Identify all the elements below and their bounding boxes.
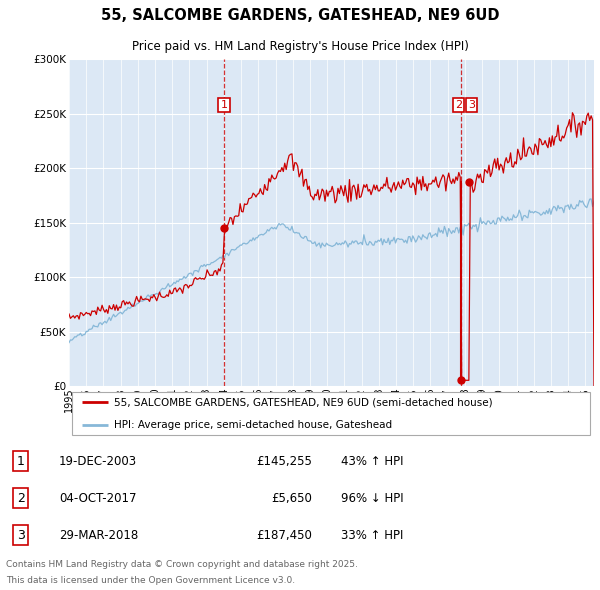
Text: 33% ↑ HPI: 33% ↑ HPI [341, 529, 404, 542]
Text: 29-MAR-2018: 29-MAR-2018 [59, 529, 138, 542]
Text: Price paid vs. HM Land Registry's House Price Index (HPI): Price paid vs. HM Land Registry's House … [131, 40, 469, 53]
Text: 96% ↓ HPI: 96% ↓ HPI [341, 491, 404, 505]
Text: £145,255: £145,255 [256, 455, 312, 468]
Text: £187,450: £187,450 [256, 529, 312, 542]
Text: 2: 2 [17, 491, 25, 505]
Text: 1: 1 [220, 100, 227, 110]
Text: Contains HM Land Registry data © Crown copyright and database right 2025.: Contains HM Land Registry data © Crown c… [6, 560, 358, 569]
Text: 3: 3 [468, 100, 475, 110]
Text: 19-DEC-2003: 19-DEC-2003 [59, 455, 137, 468]
Text: 04-OCT-2017: 04-OCT-2017 [59, 491, 136, 505]
Text: 55, SALCOMBE GARDENS, GATESHEAD, NE9 6UD: 55, SALCOMBE GARDENS, GATESHEAD, NE9 6UD [101, 8, 499, 24]
Text: This data is licensed under the Open Government Licence v3.0.: This data is licensed under the Open Gov… [6, 576, 295, 585]
FancyBboxPatch shape [71, 392, 590, 435]
Text: 3: 3 [17, 529, 25, 542]
Text: 43% ↑ HPI: 43% ↑ HPI [341, 455, 404, 468]
Text: 55, SALCOMBE GARDENS, GATESHEAD, NE9 6UD (semi-detached house): 55, SALCOMBE GARDENS, GATESHEAD, NE9 6UD… [113, 398, 492, 408]
Text: HPI: Average price, semi-detached house, Gateshead: HPI: Average price, semi-detached house,… [113, 419, 392, 430]
Text: £5,650: £5,650 [271, 491, 312, 505]
Text: 2: 2 [455, 100, 462, 110]
Text: 1: 1 [17, 455, 25, 468]
